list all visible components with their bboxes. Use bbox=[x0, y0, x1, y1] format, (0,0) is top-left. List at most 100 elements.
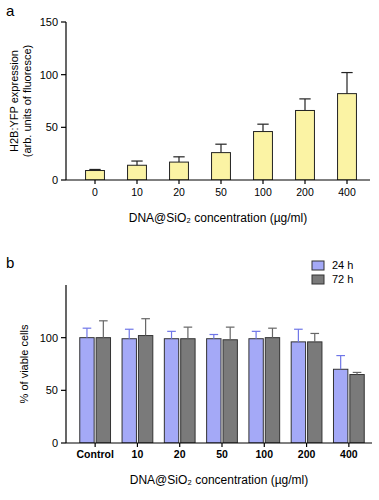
error-cap bbox=[353, 372, 362, 373]
error-bar bbox=[257, 124, 268, 131]
error-stem bbox=[220, 144, 221, 152]
panel-b: b050100Control102050100200400DNA@SiO₂ co… bbox=[6, 254, 372, 487]
x-tick-label: 200 bbox=[296, 186, 314, 198]
error-cap bbox=[173, 156, 184, 157]
error-bar bbox=[294, 329, 303, 342]
panel-a: a0501001500102050100200400DNA@SiO₂ conce… bbox=[6, 2, 370, 225]
bar bbox=[249, 339, 263, 443]
figure: a 0 50 100 150 0 10 20 50 100 200 400 DNA@SiO₂ conce… bbox=[0, 0, 379, 500]
error-stem bbox=[178, 157, 179, 162]
bar bbox=[296, 110, 315, 180]
error-cap bbox=[83, 328, 92, 329]
y-tick bbox=[61, 74, 66, 75]
bar bbox=[164, 339, 178, 443]
panel-label: a bbox=[6, 2, 15, 19]
y-tick-label: 0 bbox=[52, 437, 58, 449]
legend: 24 h72 h bbox=[312, 259, 353, 285]
error-stem bbox=[340, 356, 341, 370]
error-stem bbox=[230, 327, 231, 340]
bar bbox=[128, 165, 147, 180]
y-tick bbox=[61, 337, 66, 338]
y-tick bbox=[61, 21, 66, 22]
bar bbox=[170, 162, 189, 180]
error-bar bbox=[184, 327, 193, 339]
bar bbox=[350, 375, 364, 443]
error-stem bbox=[86, 328, 87, 337]
error-stem bbox=[255, 331, 256, 338]
legend-swatch bbox=[312, 275, 324, 284]
error-bar bbox=[215, 144, 226, 152]
error-cap bbox=[336, 355, 345, 356]
x-tick-label: 100 bbox=[256, 448, 274, 460]
bar bbox=[207, 339, 221, 443]
error-cap bbox=[226, 327, 235, 328]
x-axis-label: DNA@SiO₂ concentration (µg/ml) bbox=[129, 211, 307, 225]
error-cap bbox=[268, 328, 277, 329]
bar bbox=[181, 339, 195, 443]
x-axis-label: DNA@SiO₂ concentration (µg/ml) bbox=[130, 473, 308, 487]
y-axis bbox=[65, 22, 66, 180]
bar bbox=[265, 338, 279, 443]
x-tick-label: 100 bbox=[254, 186, 272, 198]
error-stem bbox=[272, 328, 273, 337]
error-bar bbox=[353, 372, 362, 374]
error-cap bbox=[294, 329, 303, 330]
x-tick bbox=[306, 443, 307, 447]
error-bar bbox=[83, 328, 92, 337]
error-bar bbox=[89, 169, 100, 170]
x-tick-label: 20 bbox=[173, 186, 185, 198]
bar bbox=[308, 342, 322, 443]
error-stem bbox=[298, 329, 299, 342]
y-tick-label: 100 bbox=[40, 332, 58, 344]
error-stem bbox=[213, 335, 214, 339]
y-tick bbox=[61, 127, 66, 128]
x-tick bbox=[304, 180, 305, 184]
error-stem bbox=[129, 329, 130, 338]
bar bbox=[138, 336, 152, 443]
error-bar bbox=[141, 319, 150, 336]
y-tick-label: 50 bbox=[46, 384, 58, 396]
x-tick bbox=[348, 443, 349, 447]
x-tick bbox=[262, 180, 263, 184]
panel-label: b bbox=[6, 254, 14, 271]
x-tick bbox=[137, 443, 138, 447]
y-axis-label: % of viable cells bbox=[18, 324, 30, 403]
error-cap bbox=[141, 318, 150, 319]
bar bbox=[333, 369, 347, 443]
y-tick bbox=[61, 390, 66, 391]
error-stem bbox=[346, 73, 347, 94]
error-cap bbox=[167, 331, 176, 332]
x-tick bbox=[220, 180, 221, 184]
error-cap bbox=[310, 333, 319, 334]
bar bbox=[80, 338, 94, 443]
error-cap bbox=[252, 331, 261, 332]
legend-label: 72 h bbox=[332, 273, 353, 285]
x-tick-label: 20 bbox=[174, 448, 186, 460]
error-cap bbox=[299, 98, 310, 99]
y-tick bbox=[61, 179, 66, 180]
x-tick-label: Control bbox=[76, 448, 113, 460]
error-cap bbox=[131, 160, 142, 161]
error-stem bbox=[314, 333, 315, 341]
error-bar bbox=[173, 157, 184, 162]
error-bar bbox=[252, 331, 261, 338]
x-tick-label: 0 bbox=[92, 186, 98, 198]
error-bar bbox=[209, 335, 218, 339]
y-axis-label: H2B:YFP expression bbox=[8, 50, 20, 152]
y-axis-label: (arb. units of fluoresce) bbox=[21, 45, 33, 158]
x-tick-label: 50 bbox=[216, 448, 228, 460]
error-bar bbox=[167, 331, 176, 338]
error-bar bbox=[131, 161, 142, 165]
bar bbox=[254, 132, 273, 180]
y-axis bbox=[65, 285, 66, 443]
error-stem bbox=[304, 99, 305, 111]
y-tick-label: 100 bbox=[40, 69, 58, 81]
error-bar bbox=[125, 329, 134, 338]
y-tick bbox=[61, 442, 66, 443]
x-tick-label: 400 bbox=[338, 186, 356, 198]
bar bbox=[212, 153, 231, 180]
y-tick-label: 150 bbox=[40, 16, 58, 28]
error-bar bbox=[341, 73, 352, 94]
x-axis bbox=[66, 179, 370, 180]
x-tick-label: 10 bbox=[131, 186, 143, 198]
